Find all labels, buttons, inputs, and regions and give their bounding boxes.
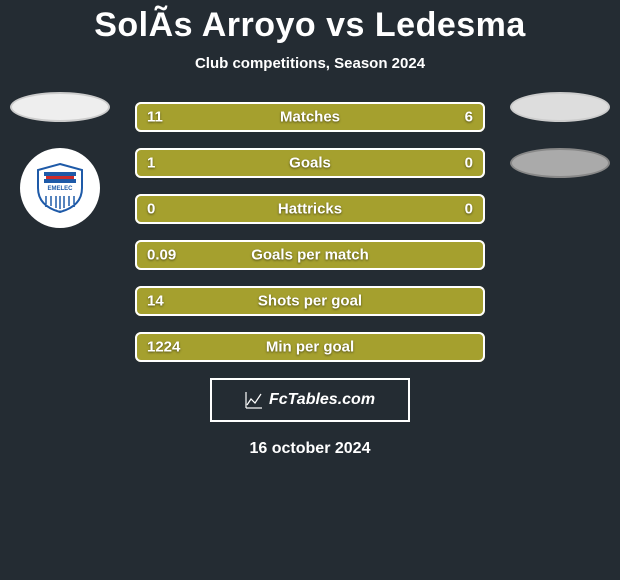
left-club-badge: EMELEC: [20, 148, 100, 228]
page-title: SolÃ­s Arroyo vs Ledesma: [94, 6, 526, 45]
subtitle: Club competitions, Season 2024: [195, 55, 425, 72]
svg-text:EMELEC: EMELEC: [47, 186, 73, 192]
stat-value-left: 0.09: [147, 247, 176, 264]
stat-value-left: 14: [147, 293, 164, 310]
stat-label: Shots per goal: [258, 293, 362, 310]
stat-value-left: 0: [147, 201, 155, 218]
stat-value-right: 0: [465, 201, 473, 218]
brand-logo-icon: [245, 391, 263, 409]
stat-row: Shots per goal 14: [135, 286, 485, 316]
stat-label: Goals: [289, 155, 331, 172]
stat-row: Hattricks 0 0: [135, 194, 485, 224]
brand-box: FcTables.com: [210, 378, 410, 422]
left-player-column: EMELEC: [0, 92, 120, 228]
stat-label: Matches: [280, 109, 340, 126]
date-text: 16 october 2024: [250, 440, 371, 458]
stat-bar-left: [135, 148, 398, 178]
stat-row: Goals per match 0.09: [135, 240, 485, 270]
brand-text: FcTables.com: [269, 391, 375, 409]
stat-bars: Matches 11 6 Goals 1 0 Hattricks 0 0 Goals per ma…: [135, 102, 485, 362]
infographic-container: SolÃ­s Arroyo vs Ledesma Club competitio…: [0, 0, 620, 580]
stat-value-right: 0: [465, 155, 473, 172]
chart-area: EMELEC: [0, 102, 620, 362]
stat-label: Goals per match: [251, 247, 369, 264]
stat-value-left: 1: [147, 155, 155, 172]
right-player-ellipse-2: [510, 148, 610, 178]
right-player-column: [500, 92, 620, 178]
left-player-ellipse: [10, 92, 110, 122]
right-player-ellipse-1: [510, 92, 610, 122]
emelec-shield-icon: EMELEC: [32, 160, 88, 216]
stat-row: Goals 1 0: [135, 148, 485, 178]
stat-row: Min per goal 1224: [135, 332, 485, 362]
stat-value-left: 1224: [147, 339, 180, 356]
stat-label: Hattricks: [278, 201, 342, 218]
stat-label: Min per goal: [266, 339, 354, 356]
stat-value-left: 11: [147, 109, 163, 126]
stat-value-right: 6: [465, 109, 473, 126]
stat-row: Matches 11 6: [135, 102, 485, 132]
